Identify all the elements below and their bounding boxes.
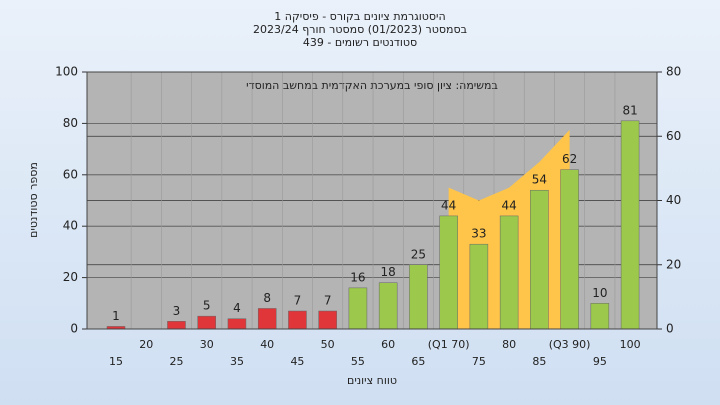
data-label: 44: [501, 198, 516, 212]
data-label: 81: [622, 103, 637, 117]
bar: [439, 215, 458, 330]
data-label: 25: [411, 247, 426, 261]
x-tick-label: 95: [593, 355, 607, 368]
bar: [409, 264, 428, 330]
bar: [378, 282, 398, 330]
y-tick-label: 80: [63, 116, 78, 130]
x-tick-label: 40: [260, 338, 274, 351]
bar: [530, 189, 549, 330]
data-label: 33: [471, 227, 486, 241]
y2-tick-label: 20: [666, 257, 681, 271]
data-label: 5: [203, 299, 211, 313]
y2-tick-label: 80: [666, 65, 681, 79]
data-label: 7: [294, 294, 302, 308]
x-tick-label: 30: [200, 338, 214, 351]
x-tick-label: 55: [351, 355, 365, 368]
data-label: 3: [173, 304, 181, 318]
plot-frame: [86, 71, 658, 330]
bar: [560, 169, 579, 330]
data-label: 10: [592, 286, 607, 300]
x-tick-label: 45: [290, 355, 304, 368]
y2-tick-label: 0: [666, 322, 674, 336]
bar: [288, 310, 307, 330]
x-tick-label: 75: [472, 355, 486, 368]
x-tick-label: 100: [620, 338, 641, 351]
x-tick-label: (Q1 70): [428, 338, 470, 351]
x-tick-label: 65: [411, 355, 425, 368]
x-tick-label: 15: [109, 355, 123, 368]
y-axis-label: מספר סטודנטים: [27, 162, 40, 238]
x-tick-label: 35: [230, 355, 244, 368]
bar: [257, 308, 277, 330]
data-label: 62: [562, 152, 577, 166]
data-label: 18: [381, 265, 396, 279]
data-label: 44: [441, 198, 456, 212]
x-tick-label: 20: [139, 338, 153, 351]
y-tick-label: 0: [70, 322, 78, 336]
title-line: היסטוגרמת ציונים בקורס - פיסיקה 1: [274, 10, 445, 23]
x-tick-label: 60: [381, 338, 395, 351]
title-line: בסמסטר (01/2023) סמסטר חורף 2023/24: [253, 23, 467, 36]
bar: [469, 243, 489, 330]
data-label: 8: [263, 291, 271, 305]
y2-tick-label: 60: [666, 129, 681, 143]
bar: [318, 310, 337, 330]
y2-tick-label: 40: [666, 193, 681, 207]
data-label: 7: [324, 294, 332, 308]
y-tick-label: 60: [63, 167, 78, 181]
bar: [499, 215, 519, 330]
data-label: 54: [532, 173, 547, 187]
bar: [620, 120, 640, 330]
data-label: 16: [350, 270, 365, 284]
y-tick-label: 40: [63, 219, 78, 233]
x-tick-label: 85: [532, 355, 546, 368]
y-tick-label: 100: [55, 65, 78, 79]
bar: [197, 315, 216, 330]
bar: [348, 287, 368, 330]
x-tick-label: 80: [502, 338, 516, 351]
y-tick-label: 20: [63, 270, 78, 284]
x-tick-label: 50: [321, 338, 335, 351]
x-axis-label: טווח ציונים: [347, 374, 397, 387]
x-tick-label: 25: [169, 355, 183, 368]
annotation: במשימה: ציון סופי במערכת האקדמית במחשב ה…: [246, 79, 498, 92]
data-label: 1: [112, 309, 120, 323]
bar: [227, 318, 247, 330]
bar: [590, 303, 610, 330]
data-label: 4: [233, 301, 241, 315]
x-tick-label: (Q3 90): [549, 338, 591, 351]
title-line: סטודנטים רשומים - 439: [303, 36, 417, 49]
bar: [167, 321, 186, 330]
